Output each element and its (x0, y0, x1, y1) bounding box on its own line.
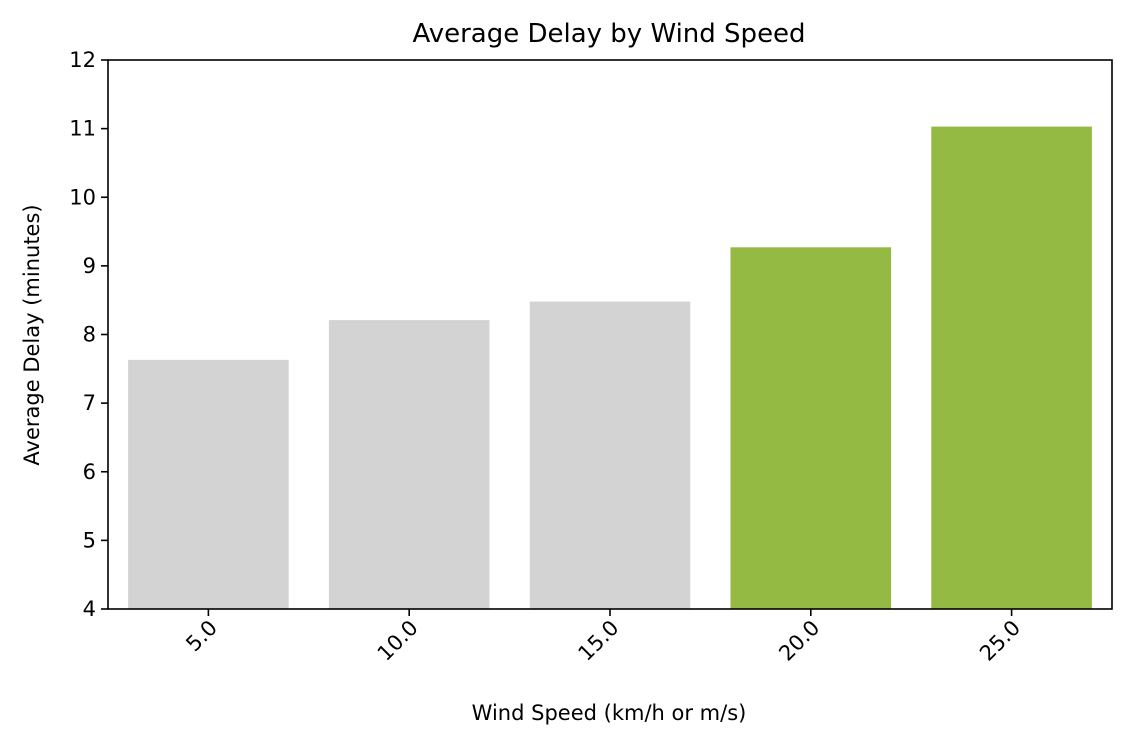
y-tick-label: 12 (69, 48, 96, 72)
x-axis-title: Wind Speed (km/h or m/s) (472, 701, 747, 725)
y-tick-label: 4 (83, 597, 96, 621)
y-tick-label: 5 (83, 528, 96, 552)
bar-5.0 (128, 359, 289, 609)
y-tick-label: 11 (69, 117, 96, 141)
y-tick-label: 7 (83, 391, 96, 415)
bar-20.0 (730, 247, 892, 610)
y-tick-label: 8 (83, 323, 96, 347)
y-axis-title: Average Delay (minutes) (20, 204, 44, 465)
bar-25.0 (931, 126, 1092, 609)
bar-15.0 (529, 301, 691, 609)
chart-title: Average Delay by Wind Speed (412, 19, 805, 49)
y-tick-label: 9 (83, 254, 96, 278)
y-tick-label: 6 (83, 460, 96, 484)
x-tick-label: 20.0 (774, 616, 824, 666)
plot-frame (107, 59, 1113, 610)
x-axis-ticks: 5.0 10.0 15.0 20.0 25.0 (181, 609, 1025, 666)
y-tick-label: 10 (69, 185, 96, 209)
bar-10.0 (328, 320, 490, 609)
x-tick-label: 5.0 (181, 616, 222, 657)
x-tick-label: 25.0 (975, 616, 1025, 666)
y-axis-ticks: 4 5 6 7 8 9 10 11 12 (69, 48, 108, 621)
bars-group (128, 126, 1092, 610)
x-tick-label: 10.0 (373, 616, 423, 666)
x-tick-label: 15.0 (573, 616, 623, 666)
